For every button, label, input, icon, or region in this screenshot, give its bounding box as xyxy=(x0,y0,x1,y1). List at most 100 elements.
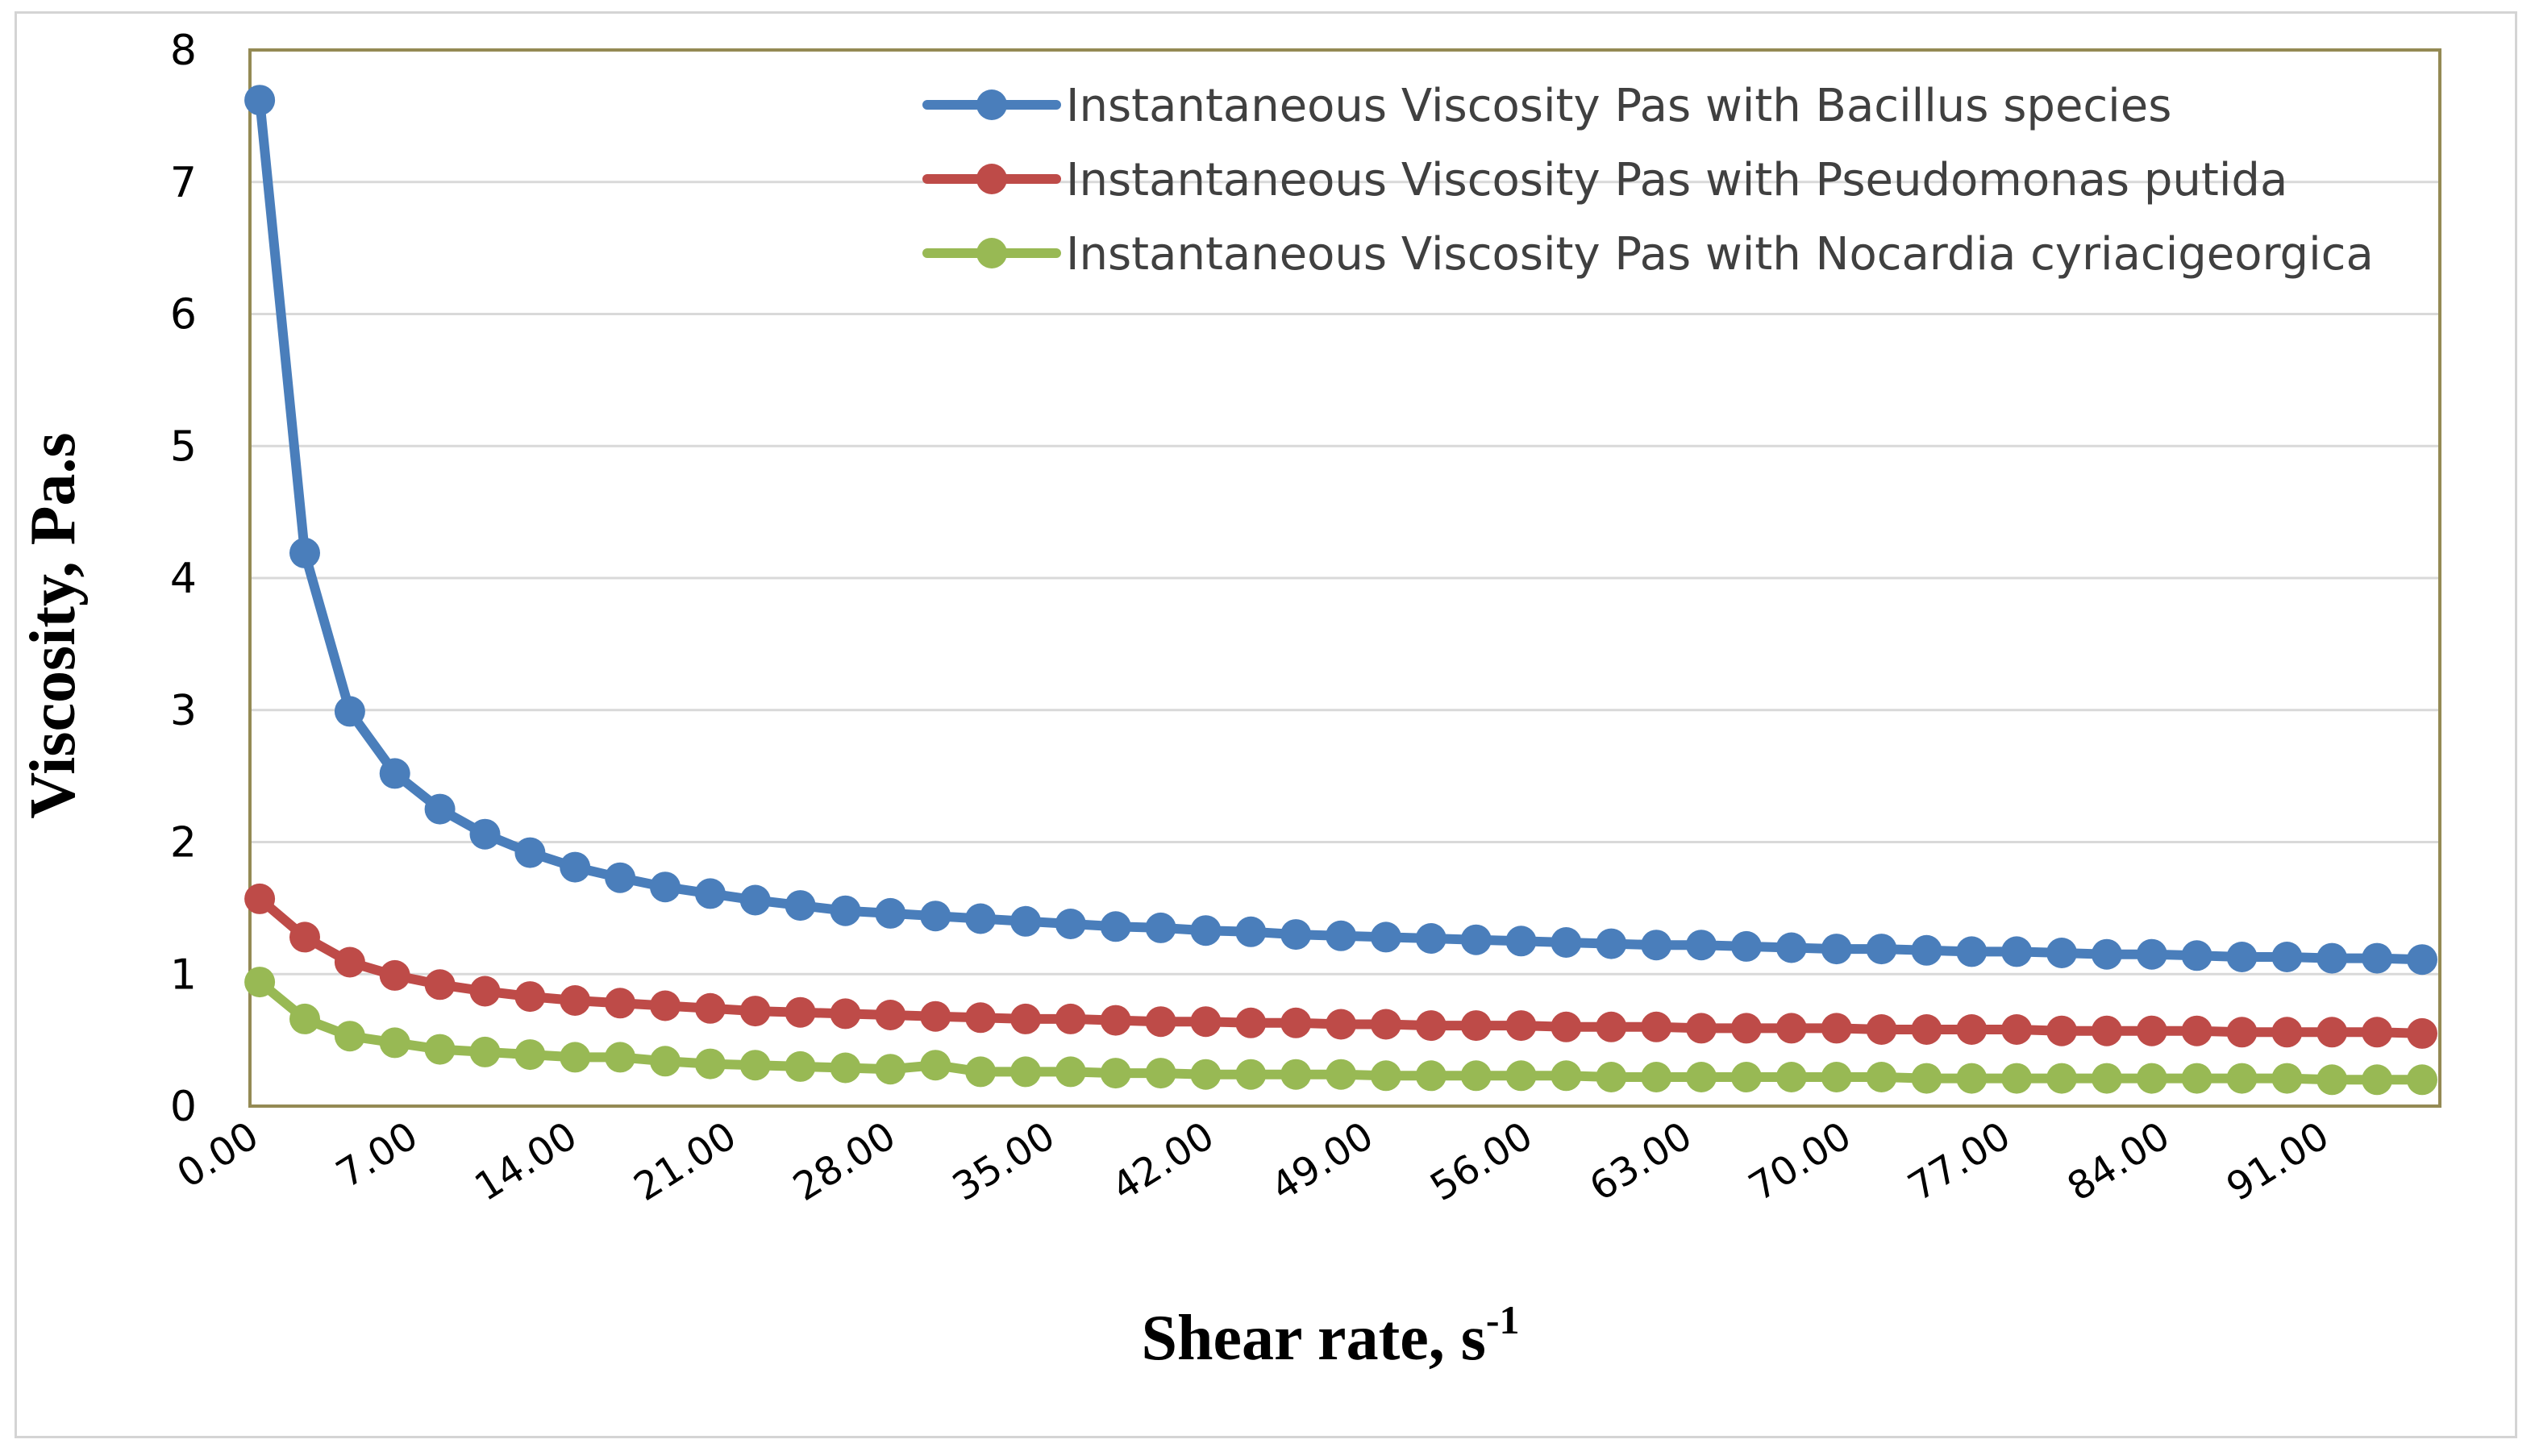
data-point xyxy=(2091,938,2122,970)
chart-frame xyxy=(15,11,2517,1438)
data-point xyxy=(965,1056,997,1088)
data-point xyxy=(1821,1013,1852,1044)
data-point xyxy=(1010,905,1041,937)
data-point xyxy=(469,976,501,1007)
x-axis-title-main: Shear rate, s xyxy=(1142,1303,1486,1374)
legend-marker-1 xyxy=(976,89,1007,120)
data-point xyxy=(694,878,726,909)
data-point xyxy=(2046,938,2077,968)
x-tick-label: 21.00 xyxy=(626,1113,744,1210)
y-tick-label: 4 xyxy=(170,555,197,603)
data-point xyxy=(1551,927,1582,958)
data-point xyxy=(1505,1010,1537,1042)
y-tick-label: 5 xyxy=(170,422,197,471)
data-point xyxy=(424,1034,456,1065)
data-point xyxy=(920,1050,951,1081)
data-point xyxy=(2136,1015,2167,1046)
data-point xyxy=(2136,1063,2167,1094)
data-point xyxy=(1460,924,1492,955)
data-point xyxy=(1775,1062,1807,1092)
y-tick-label: 0 xyxy=(170,1083,197,1131)
plot-area-border xyxy=(248,48,2441,1108)
x-tick-label: 28.00 xyxy=(785,1113,903,1210)
data-point xyxy=(2316,942,2348,974)
data-point xyxy=(244,967,276,998)
y-tick-label: 3 xyxy=(170,687,197,735)
data-point xyxy=(1551,1011,1582,1042)
data-point xyxy=(1280,1007,1312,1038)
data-point xyxy=(2407,1064,2437,1096)
data-point xyxy=(2046,1015,2077,1046)
data-point xyxy=(1866,1014,1897,1045)
x-tick-label: 35.00 xyxy=(945,1113,1063,1210)
data-point xyxy=(1326,920,1357,951)
data-point xyxy=(1596,1011,1627,1042)
data-point xyxy=(244,883,276,914)
legend-marker-2 xyxy=(976,164,1007,194)
data-point xyxy=(1641,930,1672,961)
data-point xyxy=(1821,1062,1852,1092)
data-point xyxy=(2226,942,2258,972)
data-point xyxy=(1596,928,1627,959)
data-point xyxy=(1956,936,1988,967)
data-point xyxy=(920,901,951,932)
data-point xyxy=(1956,1014,1988,1045)
data-point xyxy=(2001,1014,2033,1045)
data-point xyxy=(1190,915,1222,946)
data-point xyxy=(650,1046,681,1077)
data-point xyxy=(424,793,456,825)
data-point xyxy=(560,851,591,883)
data-point xyxy=(334,1021,365,1052)
data-point xyxy=(1505,1060,1537,1092)
data-point xyxy=(965,1002,997,1034)
data-point xyxy=(469,818,501,850)
data-point xyxy=(1730,1013,1762,1044)
data-point xyxy=(2226,1017,2258,1048)
data-point xyxy=(514,1039,546,1071)
data-point xyxy=(1415,923,1446,954)
data-point xyxy=(1505,926,1537,957)
data-point xyxy=(875,1054,906,1085)
data-point xyxy=(1911,1014,1942,1045)
data-point xyxy=(1055,1003,1086,1034)
data-point xyxy=(1145,1058,1176,1089)
x-tick-label: 49.00 xyxy=(1263,1113,1381,1210)
data-point xyxy=(2271,1063,2303,1094)
data-point xyxy=(2181,1015,2212,1046)
x-tick-label: 84.00 xyxy=(2059,1113,2177,1210)
y-axis-ticks: 0 1 2 3 4 5 6 7 8 xyxy=(170,27,197,1131)
data-point xyxy=(1280,919,1312,951)
data-point xyxy=(1280,1059,1312,1090)
data-point xyxy=(1775,1013,1807,1044)
data-point xyxy=(830,895,861,926)
data-point xyxy=(379,959,410,991)
data-point xyxy=(605,988,636,1019)
data-point xyxy=(2407,944,2437,976)
data-point xyxy=(1190,1059,1222,1090)
data-point xyxy=(1730,930,1762,962)
data-point xyxy=(2001,936,2033,967)
series-group xyxy=(244,85,2437,1096)
data-point xyxy=(424,969,456,1000)
data-point xyxy=(650,872,681,903)
x-tick-label: 7.00 xyxy=(329,1113,426,1197)
data-point xyxy=(2226,1063,2258,1094)
data-point xyxy=(1641,1062,1672,1092)
x-tick-label: 42.00 xyxy=(1104,1113,1222,1210)
legend-label-2: Instantaneous Viscosity Pas with Pseudom… xyxy=(1066,154,2287,206)
data-point xyxy=(2316,1017,2348,1048)
data-point xyxy=(739,1050,771,1081)
data-point xyxy=(1055,1056,1086,1088)
x-tick-label: 91.00 xyxy=(2219,1113,2337,1210)
legend: Instantaneous Viscosity Pas with Bacillu… xyxy=(922,80,2374,281)
data-point xyxy=(830,1052,861,1084)
data-point xyxy=(1235,1007,1267,1038)
x-axis-title-superscript: -1 xyxy=(1486,1297,1520,1342)
y-tick-label: 1 xyxy=(170,951,197,999)
data-point xyxy=(1866,934,1897,965)
data-point xyxy=(1775,932,1807,963)
data-point xyxy=(920,1000,951,1032)
data-point xyxy=(605,862,636,893)
y-axis-title: Viscosity, Pa.s xyxy=(18,432,89,818)
data-point xyxy=(1460,1060,1492,1092)
